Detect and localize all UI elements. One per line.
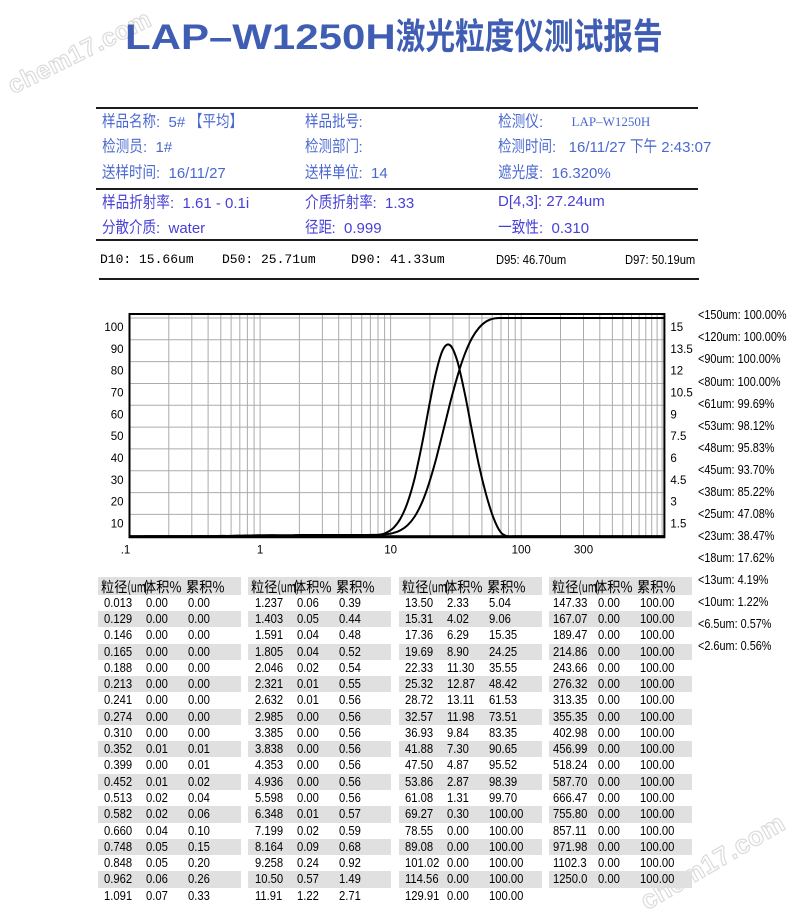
svg-text:1: 1 (257, 545, 263, 557)
svg-text:50: 50 (111, 431, 124, 443)
svg-text:30: 30 (111, 475, 124, 487)
svg-text:100: 100 (104, 322, 123, 334)
svg-text:13.5: 13.5 (670, 344, 692, 356)
svg-text:7.5: 7.5 (670, 431, 686, 443)
svg-text:90: 90 (111, 344, 124, 356)
svg-text:10.5: 10.5 (670, 388, 692, 400)
svg-text:12: 12 (670, 366, 683, 378)
svg-text:9: 9 (670, 409, 676, 421)
svg-text:10: 10 (384, 545, 397, 557)
svg-text:.1: .1 (121, 545, 131, 557)
svg-text:100: 100 (512, 545, 531, 557)
svg-text:3: 3 (670, 497, 676, 509)
svg-text:10: 10 (111, 519, 124, 531)
svg-text:80: 80 (111, 366, 124, 378)
svg-text:70: 70 (111, 388, 124, 400)
svg-text:6: 6 (670, 453, 676, 465)
svg-text:20: 20 (111, 497, 124, 509)
svg-text:15: 15 (670, 322, 683, 334)
svg-text:LAP–W1250H: LAP–W1250H (125, 18, 396, 57)
svg-text:60: 60 (111, 409, 124, 421)
svg-text:300: 300 (574, 545, 593, 557)
svg-text:1.5: 1.5 (670, 519, 686, 531)
svg-text:40: 40 (111, 453, 124, 465)
svg-text:4.5: 4.5 (670, 475, 686, 487)
